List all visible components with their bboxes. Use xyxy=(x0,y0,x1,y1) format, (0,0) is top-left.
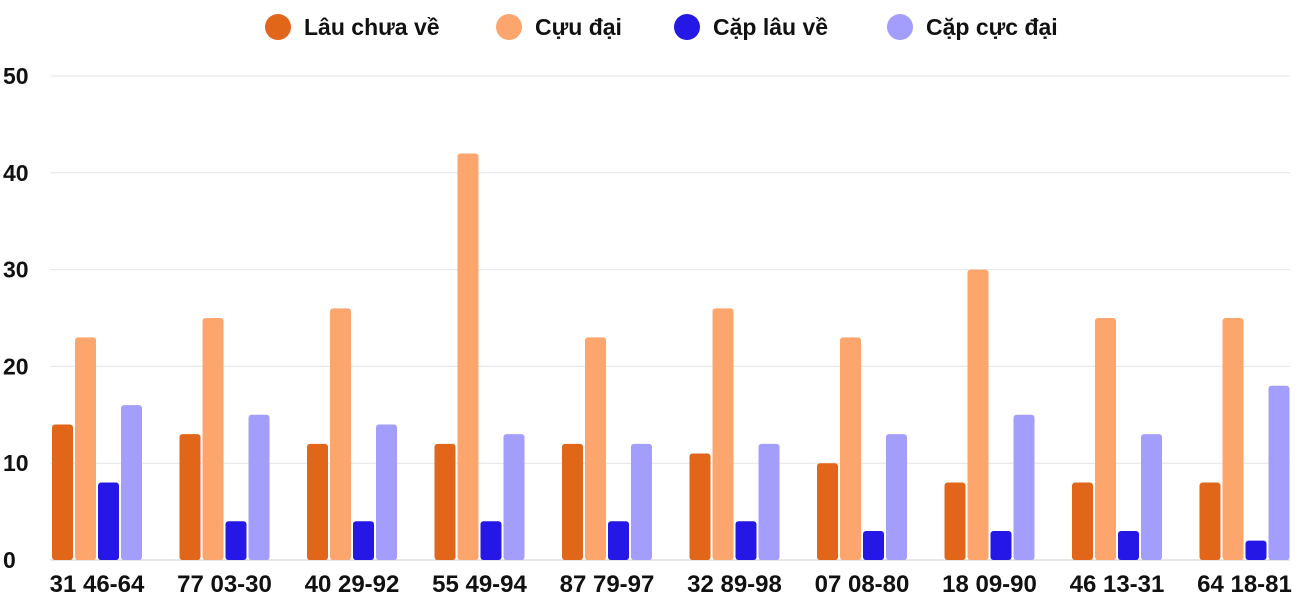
bar-cap-cuc-dai-1 xyxy=(248,414,270,560)
x-tick-label: 55 49-94 xyxy=(432,571,527,598)
bar-cap-cuc-dai-5 xyxy=(758,443,780,560)
bar-cap-cuc-dai-2 xyxy=(376,424,397,560)
y-tick-label: 30 xyxy=(3,257,29,283)
x-tick-label: 46 13-31 xyxy=(1070,571,1165,598)
bar-lau-chua-ve-5 xyxy=(689,453,711,560)
bar-cap-lau-ve-3 xyxy=(480,521,502,560)
bar-lau-chua-ve-4 xyxy=(562,443,583,560)
bar-cap-lau-ve-8 xyxy=(1118,530,1139,560)
bar-cuu-dai-7 xyxy=(967,269,989,560)
bar-cap-lau-ve-5 xyxy=(735,521,757,560)
bar-cap-cuc-dai-7 xyxy=(1013,414,1035,560)
legend-item: Cặp lâu về xyxy=(674,14,828,40)
legend-label: Cặp lâu về xyxy=(713,14,828,40)
x-axis: 31 46-64 77 03-30 40 29-92 55 49-94 87 79-97… xyxy=(50,571,1292,598)
bar-cap-cuc-dai-9 xyxy=(1268,385,1290,560)
y-tick-label: 40 xyxy=(3,160,29,186)
bar-cuu-dai-9 xyxy=(1222,318,1244,560)
bar-cap-lau-ve-7 xyxy=(990,530,1012,560)
bar-lau-chua-ve-3 xyxy=(434,443,456,560)
bar-cap-cuc-dai-0 xyxy=(121,405,142,560)
bar-lau-chua-ve-6 xyxy=(817,463,838,560)
bar-lau-chua-ve-1 xyxy=(179,434,201,560)
x-tick-label: 87 79-97 xyxy=(560,571,655,598)
bar-lau-chua-ve-0 xyxy=(52,424,73,560)
y-tick-label: 10 xyxy=(3,450,29,476)
y-tick-label: 20 xyxy=(3,353,29,379)
legend-item: Cặp cực đại xyxy=(887,14,1058,40)
bar-cap-cuc-dai-3 xyxy=(503,434,525,560)
x-tick-label: 18 09-90 xyxy=(942,571,1037,598)
x-tick-label: 31 46-64 xyxy=(50,571,145,598)
bar-cuu-dai-0 xyxy=(75,337,96,560)
legend-swatch xyxy=(496,14,522,40)
x-tick-label: 40 29-92 xyxy=(305,571,400,598)
bar-cap-lau-ve-4 xyxy=(608,521,629,560)
bar-cap-cuc-dai-4 xyxy=(631,443,652,560)
x-tick-label: 64 18-81 xyxy=(1197,571,1292,598)
x-tick-label: 32 89-98 xyxy=(687,571,782,598)
legend-label: Cặp cực đại xyxy=(926,14,1058,40)
legend-item: Cựu đại xyxy=(496,14,622,40)
y-axis: 0 10 20 30 40 50 xyxy=(3,63,29,573)
bar-lau-chua-ve-8 xyxy=(1072,482,1093,560)
legend-swatch xyxy=(265,14,291,40)
bar-cap-lau-ve-9 xyxy=(1245,540,1267,560)
bar-cuu-dai-3 xyxy=(457,153,479,560)
x-tick-label: 77 03-30 xyxy=(177,571,272,598)
bars xyxy=(52,153,1290,560)
bar-cuu-dai-6 xyxy=(840,337,861,560)
legend-swatch xyxy=(887,14,913,40)
bar-lau-chua-ve-7 xyxy=(944,482,966,560)
bar-cuu-dai-4 xyxy=(585,337,606,560)
bar-cuu-dai-5 xyxy=(712,308,734,560)
legend: Lâu chưa về Cựu đại Cặp lâu về Cặp cực đại xyxy=(265,14,1058,40)
legend-label: Cựu đại xyxy=(535,14,622,40)
bar-cap-lau-ve-6 xyxy=(863,530,884,560)
legend-item: Lâu chưa về xyxy=(265,14,440,40)
bar-cap-lau-ve-2 xyxy=(353,521,374,560)
y-tick-label: 50 xyxy=(3,63,29,89)
legend-label: Lâu chưa về xyxy=(304,14,440,40)
y-tick-label: 0 xyxy=(3,547,16,573)
bar-lau-chua-ve-9 xyxy=(1199,482,1221,560)
bar-cuu-dai-8 xyxy=(1095,318,1116,560)
bar-cap-cuc-dai-8 xyxy=(1141,434,1162,560)
bar-cap-cuc-dai-6 xyxy=(886,434,907,560)
bar-cuu-dai-1 xyxy=(202,318,224,560)
bar-cap-lau-ve-0 xyxy=(98,482,119,560)
legend-swatch xyxy=(674,14,700,40)
x-tick-label: 07 08-80 xyxy=(815,571,910,598)
bar-cuu-dai-2 xyxy=(330,308,351,560)
bar-cap-lau-ve-1 xyxy=(225,521,247,560)
bar-lau-chua-ve-2 xyxy=(307,443,328,560)
